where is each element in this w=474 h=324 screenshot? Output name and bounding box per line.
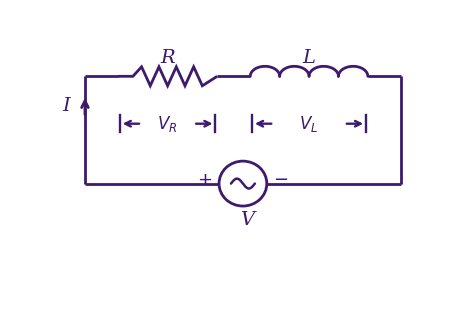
Text: $\mathit{V}_{\mathit{R}}$: $\mathit{V}_{\mathit{R}}$ [157, 114, 178, 134]
Text: V: V [239, 211, 254, 229]
Text: +: + [198, 171, 212, 189]
Text: −: − [273, 171, 288, 189]
Text: L: L [302, 49, 316, 67]
Text: I: I [63, 97, 71, 115]
Text: R: R [160, 49, 175, 67]
Text: $\mathit{V}_{\mathit{L}}$: $\mathit{V}_{\mathit{L}}$ [300, 114, 319, 134]
